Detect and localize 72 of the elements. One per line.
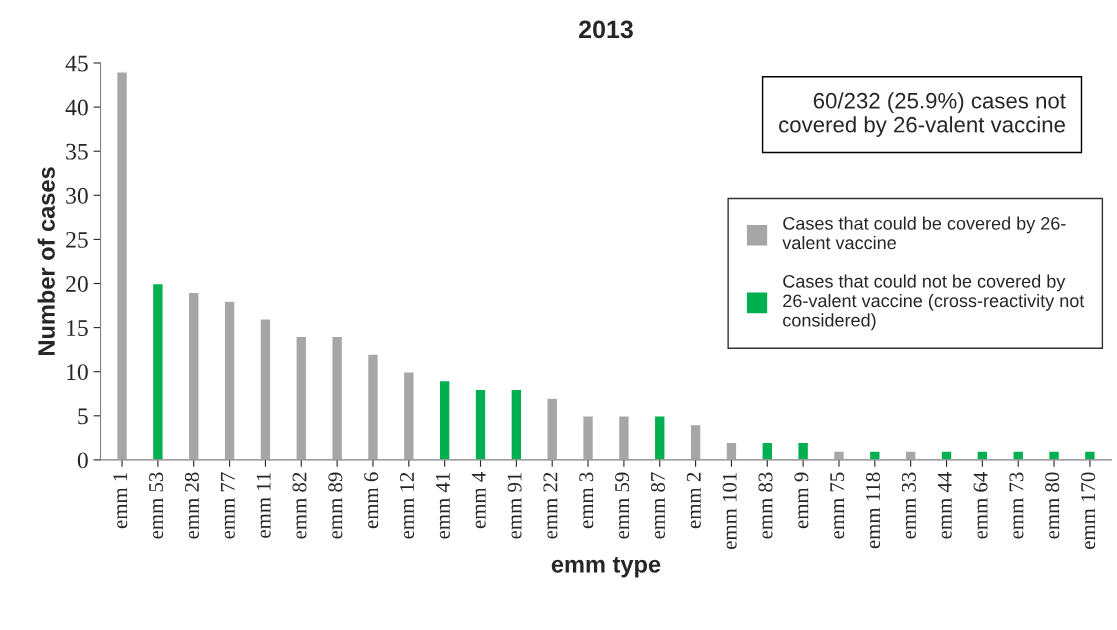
bar [581,415,595,460]
y-tick-label: 20 [66,275,88,292]
x-tick-label: emm 87 [650,472,665,539]
x-tick-label: emm 12 [400,472,415,539]
y-tick-label: 10 [67,364,88,381]
x-axis-title: emm type [551,557,661,578]
x-tick-label: emm 44 [937,472,952,539]
bar [617,415,630,460]
bar [761,441,774,460]
x-tick-label: emm 1 [113,472,128,529]
bar [223,300,236,460]
y-tick-label: 30 [66,187,88,204]
bar [438,379,451,460]
bar [151,282,164,460]
x-tick-label: emm 6 [364,472,379,529]
x-tick-label: emm 75 [830,472,845,539]
x-tick-label: emm 170 [1081,472,1096,550]
bar [832,450,846,460]
x-tick-label: emm 91 [507,472,522,539]
bar [1047,450,1061,460]
y-tick-label: 0 [77,452,88,469]
x-tick-label: emm 101 [722,472,737,550]
bar [1012,450,1025,460]
y-tick-label: 15 [67,320,88,337]
bar [725,441,738,460]
x-tick-label: emm 22 [543,472,558,539]
bar [187,291,200,460]
bar [474,388,487,460]
bar [868,450,881,460]
bar [402,371,415,460]
y-axis-title: Number of cases [37,167,55,355]
bar [976,450,989,460]
legend-label: Cases that could be covered by 26- valent vaccine [782,216,1066,250]
bar [797,441,810,460]
bar [331,335,344,460]
x-tick-label: emm 73 [1009,472,1024,539]
x-tick-label: emm 33 [901,472,916,539]
x-tick-label: emm 80 [1045,472,1060,539]
bar [295,335,308,460]
y-tick-label: 5 [78,408,88,425]
y-tick-label: 25 [66,231,88,248]
y-tick-label: 40 [65,99,88,116]
x-tick-label: emm 59 [615,472,630,539]
y-tick-label: 35 [66,143,88,160]
y-tick-label: 45 [65,55,88,72]
x-tick-label: emm 82 [292,472,307,539]
bar [366,353,380,460]
x-tick-label: emm 2 [686,472,701,529]
x-tick-label: emm 4 [471,472,486,529]
bar [115,71,129,460]
bar [940,450,953,460]
bar [653,415,666,460]
x-tick-label: emm 83 [758,472,773,539]
x-tick-label: emm 89 [328,472,343,539]
x-tick-label: emm 77 [220,472,235,539]
x-tick-label: emm 11 [256,472,271,538]
x-tick-label: emm 64 [973,472,988,539]
bar [510,388,523,460]
chart-title: 2013 [579,20,633,39]
bar [689,423,702,460]
bar [259,318,272,460]
bar [546,397,559,460]
x-tick-label: emm 9 [794,472,809,529]
annotation: 60/232 (25.9%) cases not covered by 26-valent vaccine [779,92,1066,137]
x-tick-label: emm 28 [184,472,199,539]
x-tick-label: emm 3 [579,472,594,529]
x-tick-label: emm 118 [865,472,881,549]
bar [1083,450,1096,460]
x-tick-label: emm 41 [435,472,450,539]
legend-label: Cases that could not be covered by 26-valent vaccine (cross-reactivity not considered) [783,274,1085,331]
x-tick-label: emm 53 [149,472,164,539]
bar [904,450,917,460]
